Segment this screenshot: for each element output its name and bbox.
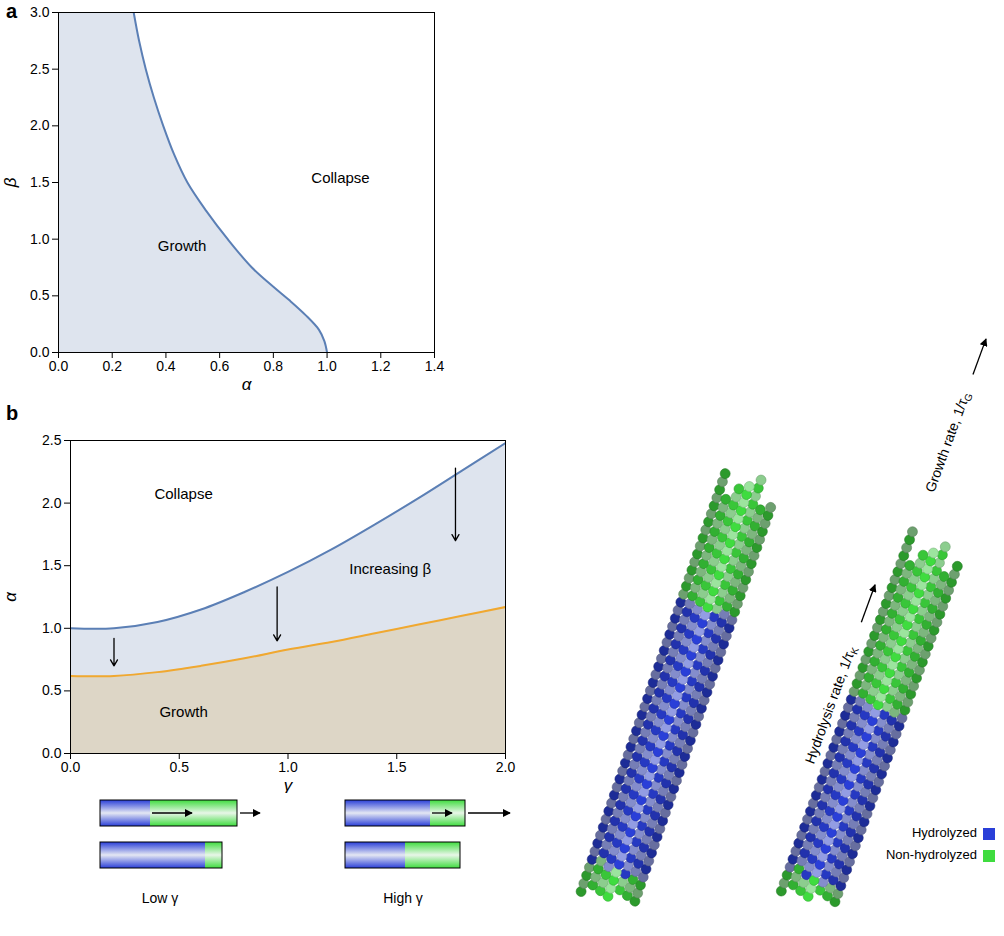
svg-text:1.2: 1.2 (371, 358, 391, 374)
svg-text:Growth: Growth (158, 237, 206, 254)
svg-text:High γ: High γ (383, 890, 423, 906)
svg-text:2.0: 2.0 (42, 495, 62, 511)
svg-text:0.4: 0.4 (156, 358, 176, 374)
svg-text:0.0: 0.0 (30, 344, 50, 360)
svg-text:1.4: 1.4 (425, 358, 445, 374)
svg-text:Collapse: Collapse (311, 169, 369, 186)
svg-text:2.5: 2.5 (30, 61, 50, 77)
svg-text:β: β (1, 177, 20, 188)
svg-text:0.6: 0.6 (210, 358, 230, 374)
svg-text:0.8: 0.8 (264, 358, 284, 374)
svg-text:Increasing β: Increasing β (349, 560, 431, 577)
svg-text:1.0: 1.0 (317, 358, 337, 374)
svg-text:γ: γ (284, 776, 294, 794)
svg-text:0.2: 0.2 (102, 358, 122, 374)
svg-text:3.0: 3.0 (30, 4, 50, 20)
svg-text:2.5: 2.5 (42, 432, 62, 448)
svg-text:Collapse: Collapse (154, 485, 212, 502)
svg-text:Hydrolyzed: Hydrolyzed (912, 825, 977, 840)
svg-text:Hydrolysis rate, 1/τK: Hydrolysis rate, 1/τK (801, 643, 861, 766)
svg-text:Growth rate, 1/τG: Growth rate, 1/τG (921, 389, 974, 495)
svg-text:0.5: 0.5 (170, 759, 190, 775)
svg-text:1.0: 1.0 (30, 231, 50, 247)
svg-text:1.5: 1.5 (42, 557, 62, 573)
svg-text:0.0: 0.0 (61, 759, 81, 775)
svg-text:1.5: 1.5 (30, 174, 50, 190)
svg-text:α: α (1, 591, 20, 602)
html-text:a: a (6, 0, 18, 22)
svg-text:1.0: 1.0 (278, 759, 298, 775)
svg-text:2.0: 2.0 (30, 117, 50, 133)
svg-text:1.0: 1.0 (42, 620, 62, 636)
svg-text:1.5: 1.5 (387, 759, 407, 775)
svg-text:2.0: 2.0 (496, 759, 516, 775)
svg-text:0.0: 0.0 (42, 745, 62, 761)
html-text:b: b (6, 402, 19, 424)
svg-text:Growth: Growth (159, 703, 207, 720)
svg-text:0.5: 0.5 (42, 682, 62, 698)
svg-text:0.5: 0.5 (30, 287, 50, 303)
svg-text:0.0: 0.0 (49, 358, 69, 374)
svg-text:α: α (242, 375, 253, 393)
svg-text:Non-hydrolyzed: Non-hydrolyzed (886, 847, 977, 862)
svg-text:Low γ: Low γ (142, 890, 179, 906)
